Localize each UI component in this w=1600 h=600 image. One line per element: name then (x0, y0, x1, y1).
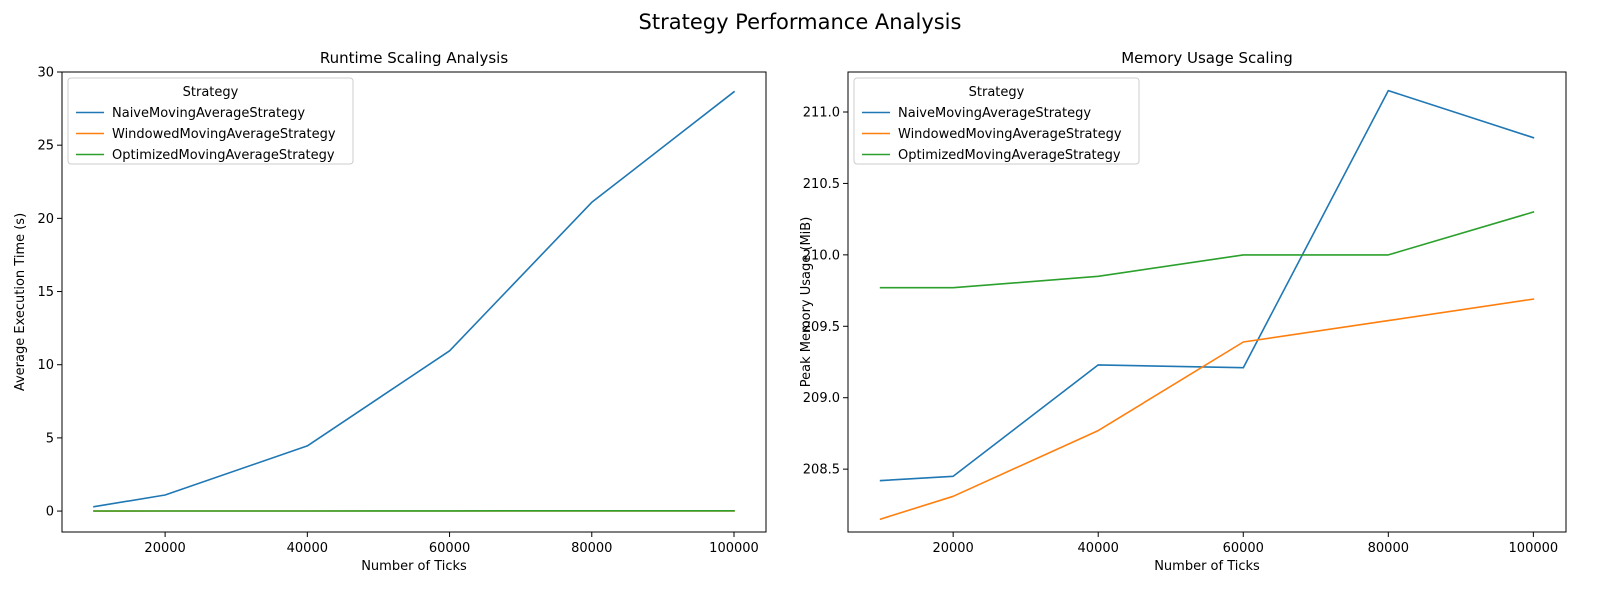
legend-box (67, 77, 354, 165)
y-tick-label: 10 (37, 358, 54, 373)
x-tick-label: 80000 (571, 541, 612, 556)
legend-title: Strategy (969, 85, 1025, 100)
x-tick-label: 20000 (932, 541, 973, 556)
x-tick-label: 80000 (1368, 541, 1409, 556)
y-tick-label: 211.0 (803, 106, 840, 121)
legend: Strategy NaiveMovingAverageStrategy Window… (67, 77, 354, 165)
series-line-3 (879, 211, 1535, 289)
figure-title: Strategy Performance Analysis (639, 10, 962, 34)
plot-frame (61, 71, 767, 533)
series-line-1 (879, 89, 1535, 482)
y-tick-label: 210.0 (803, 248, 840, 263)
legend: Strategy NaiveMovingAverageStrategy Window… (853, 77, 1140, 165)
legend-entry-2: WindowedMovingAverageStrategy (898, 127, 1122, 142)
y-tick-label: 20 (37, 212, 54, 227)
x-tick-label: 100000 (1509, 541, 1559, 556)
y-tick-label: 209.0 (803, 391, 840, 406)
x-tick-label: 40000 (1078, 541, 1119, 556)
series-line-1 (93, 90, 736, 508)
chart-title: Memory Usage Scaling (1121, 49, 1293, 67)
x-axis-label: Number of Ticks (1154, 559, 1260, 574)
y-axis-label: Average Execution Time (s) (13, 213, 28, 391)
series-line-2 (879, 298, 1535, 521)
y-tick-label: 0 (46, 505, 54, 520)
y-tick-label: 30 (37, 66, 54, 81)
series-lines (879, 89, 1535, 521)
x-tick-label: 40000 (287, 541, 328, 556)
y-tick-label: 209.5 (803, 320, 840, 335)
x-tick-label: 60000 (1223, 541, 1264, 556)
y-axis-label: Peak Memory Usage (MiB) (799, 217, 814, 388)
legend-entry-2: WindowedMovingAverageStrategy (112, 127, 336, 142)
series-lines (93, 90, 736, 512)
memory-chart-panel: Memory Usage Scaling 20000 40000 60000 80000… (799, 49, 1567, 574)
x-axis-label: Number of Ticks (361, 559, 467, 574)
chart-title: Runtime Scaling Analysis (320, 49, 508, 67)
legend-entry-3: OptimizedMovingAverageStrategy (898, 148, 1121, 163)
y-tick-label: 210.5 (803, 177, 840, 192)
y-tick-label: 25 (37, 139, 54, 154)
legend-entry-1: NaiveMovingAverageStrategy (112, 106, 305, 121)
runtime-chart-panel: Runtime Scaling Analysis 20000 40000 60000 8… (13, 49, 767, 574)
y-tick-label: 5 (46, 431, 54, 446)
plot-frame (847, 71, 1567, 533)
legend-title: Strategy (183, 85, 239, 100)
x-tick-label: 60000 (429, 541, 470, 556)
legend-entry-1: NaiveMovingAverageStrategy (898, 106, 1091, 121)
y-tick-label: 15 (37, 285, 54, 300)
legend-entry-3: OptimizedMovingAverageStrategy (112, 148, 335, 163)
y-tick-label: 208.5 (803, 463, 840, 478)
x-tick-label: 20000 (144, 541, 185, 556)
x-tick-label: 100000 (709, 541, 759, 556)
legend-box (853, 77, 1140, 165)
